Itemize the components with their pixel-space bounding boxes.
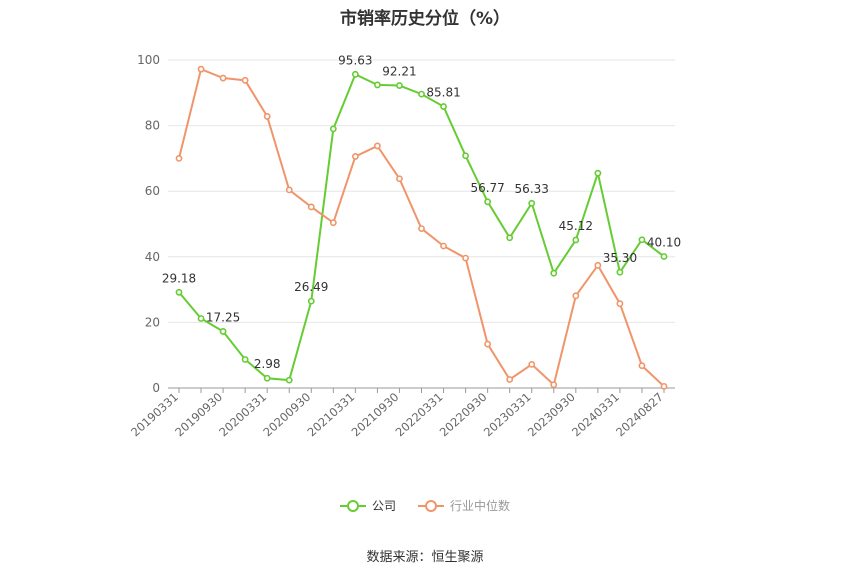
data-point-0 — [241, 356, 249, 363]
y-tick-label: 0 — [152, 381, 160, 395]
data-label: 56.77 — [470, 181, 504, 195]
data-point-1 — [285, 186, 293, 194]
data-point-1 — [638, 362, 646, 370]
data-label: 95.63 — [338, 53, 372, 67]
data-label: 45.12 — [559, 219, 593, 233]
y-tick-label: 20 — [145, 315, 160, 329]
data-point-0 — [550, 269, 558, 277]
x-tick-label: 20200331 — [216, 390, 269, 440]
y-tick-label: 60 — [145, 184, 160, 198]
legend-label-company: 公司 — [371, 499, 396, 513]
data-point-0 — [440, 103, 447, 110]
data-point-1 — [175, 154, 183, 162]
x-tick-label: 20210331 — [304, 390, 357, 440]
data-point-1 — [660, 382, 668, 390]
data-label: 2.98 — [254, 357, 281, 371]
data-point-0 — [307, 297, 315, 305]
legend-label-industry-median: 行业中位数 — [450, 499, 511, 513]
data-point-0 — [396, 82, 403, 89]
x-tick-label: 20230930 — [525, 390, 578, 440]
data-point-0 — [484, 198, 492, 206]
data-label: 85.81 — [426, 86, 460, 100]
data-point-1 — [307, 203, 315, 211]
data-point-1 — [329, 219, 337, 227]
x-tick-label: 20220930 — [437, 390, 490, 440]
x-tick-label: 20230331 — [481, 390, 534, 440]
data-source: 数据来源：恒生聚源 — [366, 550, 484, 565]
data-point-1 — [241, 76, 249, 84]
x-tick-label: 20210930 — [349, 390, 402, 440]
data-labels: 29.18 17.25 2.98 26.49 95.63 92.21 85.81 56.77 5… — [162, 53, 681, 371]
data-point-0 — [528, 199, 536, 207]
data-point-0 — [197, 315, 205, 322]
y-tick-label: 40 — [145, 250, 160, 264]
data-label: 17.25 — [206, 310, 240, 324]
data-point-1 — [197, 65, 205, 73]
data-point-0 — [572, 236, 580, 244]
data-point-0 — [660, 253, 668, 260]
grid-lines — [168, 59, 675, 323]
data-point-1 — [440, 242, 447, 250]
chart-title: 市销率历史分位（%） — [339, 9, 511, 29]
data-point-0 — [418, 90, 425, 98]
data-point-1 — [263, 113, 271, 120]
data-point-0 — [219, 328, 227, 335]
data-point-0 — [329, 125, 337, 133]
data-label: 26.49 — [294, 280, 328, 294]
legend-item-company[interactable]: 公司 — [339, 497, 396, 514]
data-point-1 — [418, 225, 425, 232]
legend-marker-industry-median — [418, 499, 444, 512]
x-tick-label: 20190331 — [128, 390, 181, 440]
data-point-0 — [175, 288, 183, 296]
data-label: 40.10 — [647, 235, 681, 249]
data-point-1 — [572, 292, 580, 300]
x-tick-label: 20200930 — [260, 390, 313, 440]
data-point-1 — [616, 300, 624, 308]
data-point-1 — [506, 376, 514, 383]
data-point-1 — [351, 153, 359, 160]
y-axis: 0 20 40 60 80 100 — [137, 53, 160, 395]
y-tick-label: 100 — [137, 53, 160, 67]
data-label: 92.21 — [382, 65, 416, 79]
data-point-0 — [638, 236, 646, 244]
data-label: 35.30 — [603, 251, 637, 265]
data-point-1 — [396, 175, 403, 183]
data-point-0 — [616, 268, 624, 276]
data-point-1 — [594, 261, 602, 269]
data-point-0 — [374, 81, 381, 89]
data-point-1 — [374, 142, 381, 150]
data-point-1 — [484, 340, 492, 348]
data-point-0 — [263, 374, 271, 382]
legend-marker-company — [339, 499, 366, 512]
x-axis: 2019033120190930202003312020093020210331… — [128, 387, 675, 440]
data-point-1 — [462, 254, 469, 262]
data-point-0 — [285, 376, 293, 384]
data-point-0 — [506, 234, 514, 242]
data-point-1 — [528, 360, 536, 368]
series-group — [175, 65, 668, 390]
y-tick-label: 80 — [145, 119, 160, 133]
legend-item-industry-median[interactable]: 行业中位数 — [418, 497, 510, 514]
x-tick-label: 20190930 — [172, 390, 225, 440]
data-point-1 — [550, 381, 558, 389]
data-label: 29.18 — [162, 271, 196, 285]
x-tick-label: 20240331 — [569, 390, 622, 440]
x-tick-label: 20240827 — [613, 390, 666, 440]
x-tick-label: 20220331 — [393, 390, 446, 440]
data-point-0 — [351, 70, 359, 78]
legend: 公司 行业中位数 — [0, 497, 850, 514]
data-point-0 — [594, 169, 602, 177]
data-point-1 — [219, 74, 227, 82]
data-point-0 — [462, 152, 469, 160]
data-label: 56.33 — [515, 182, 549, 196]
